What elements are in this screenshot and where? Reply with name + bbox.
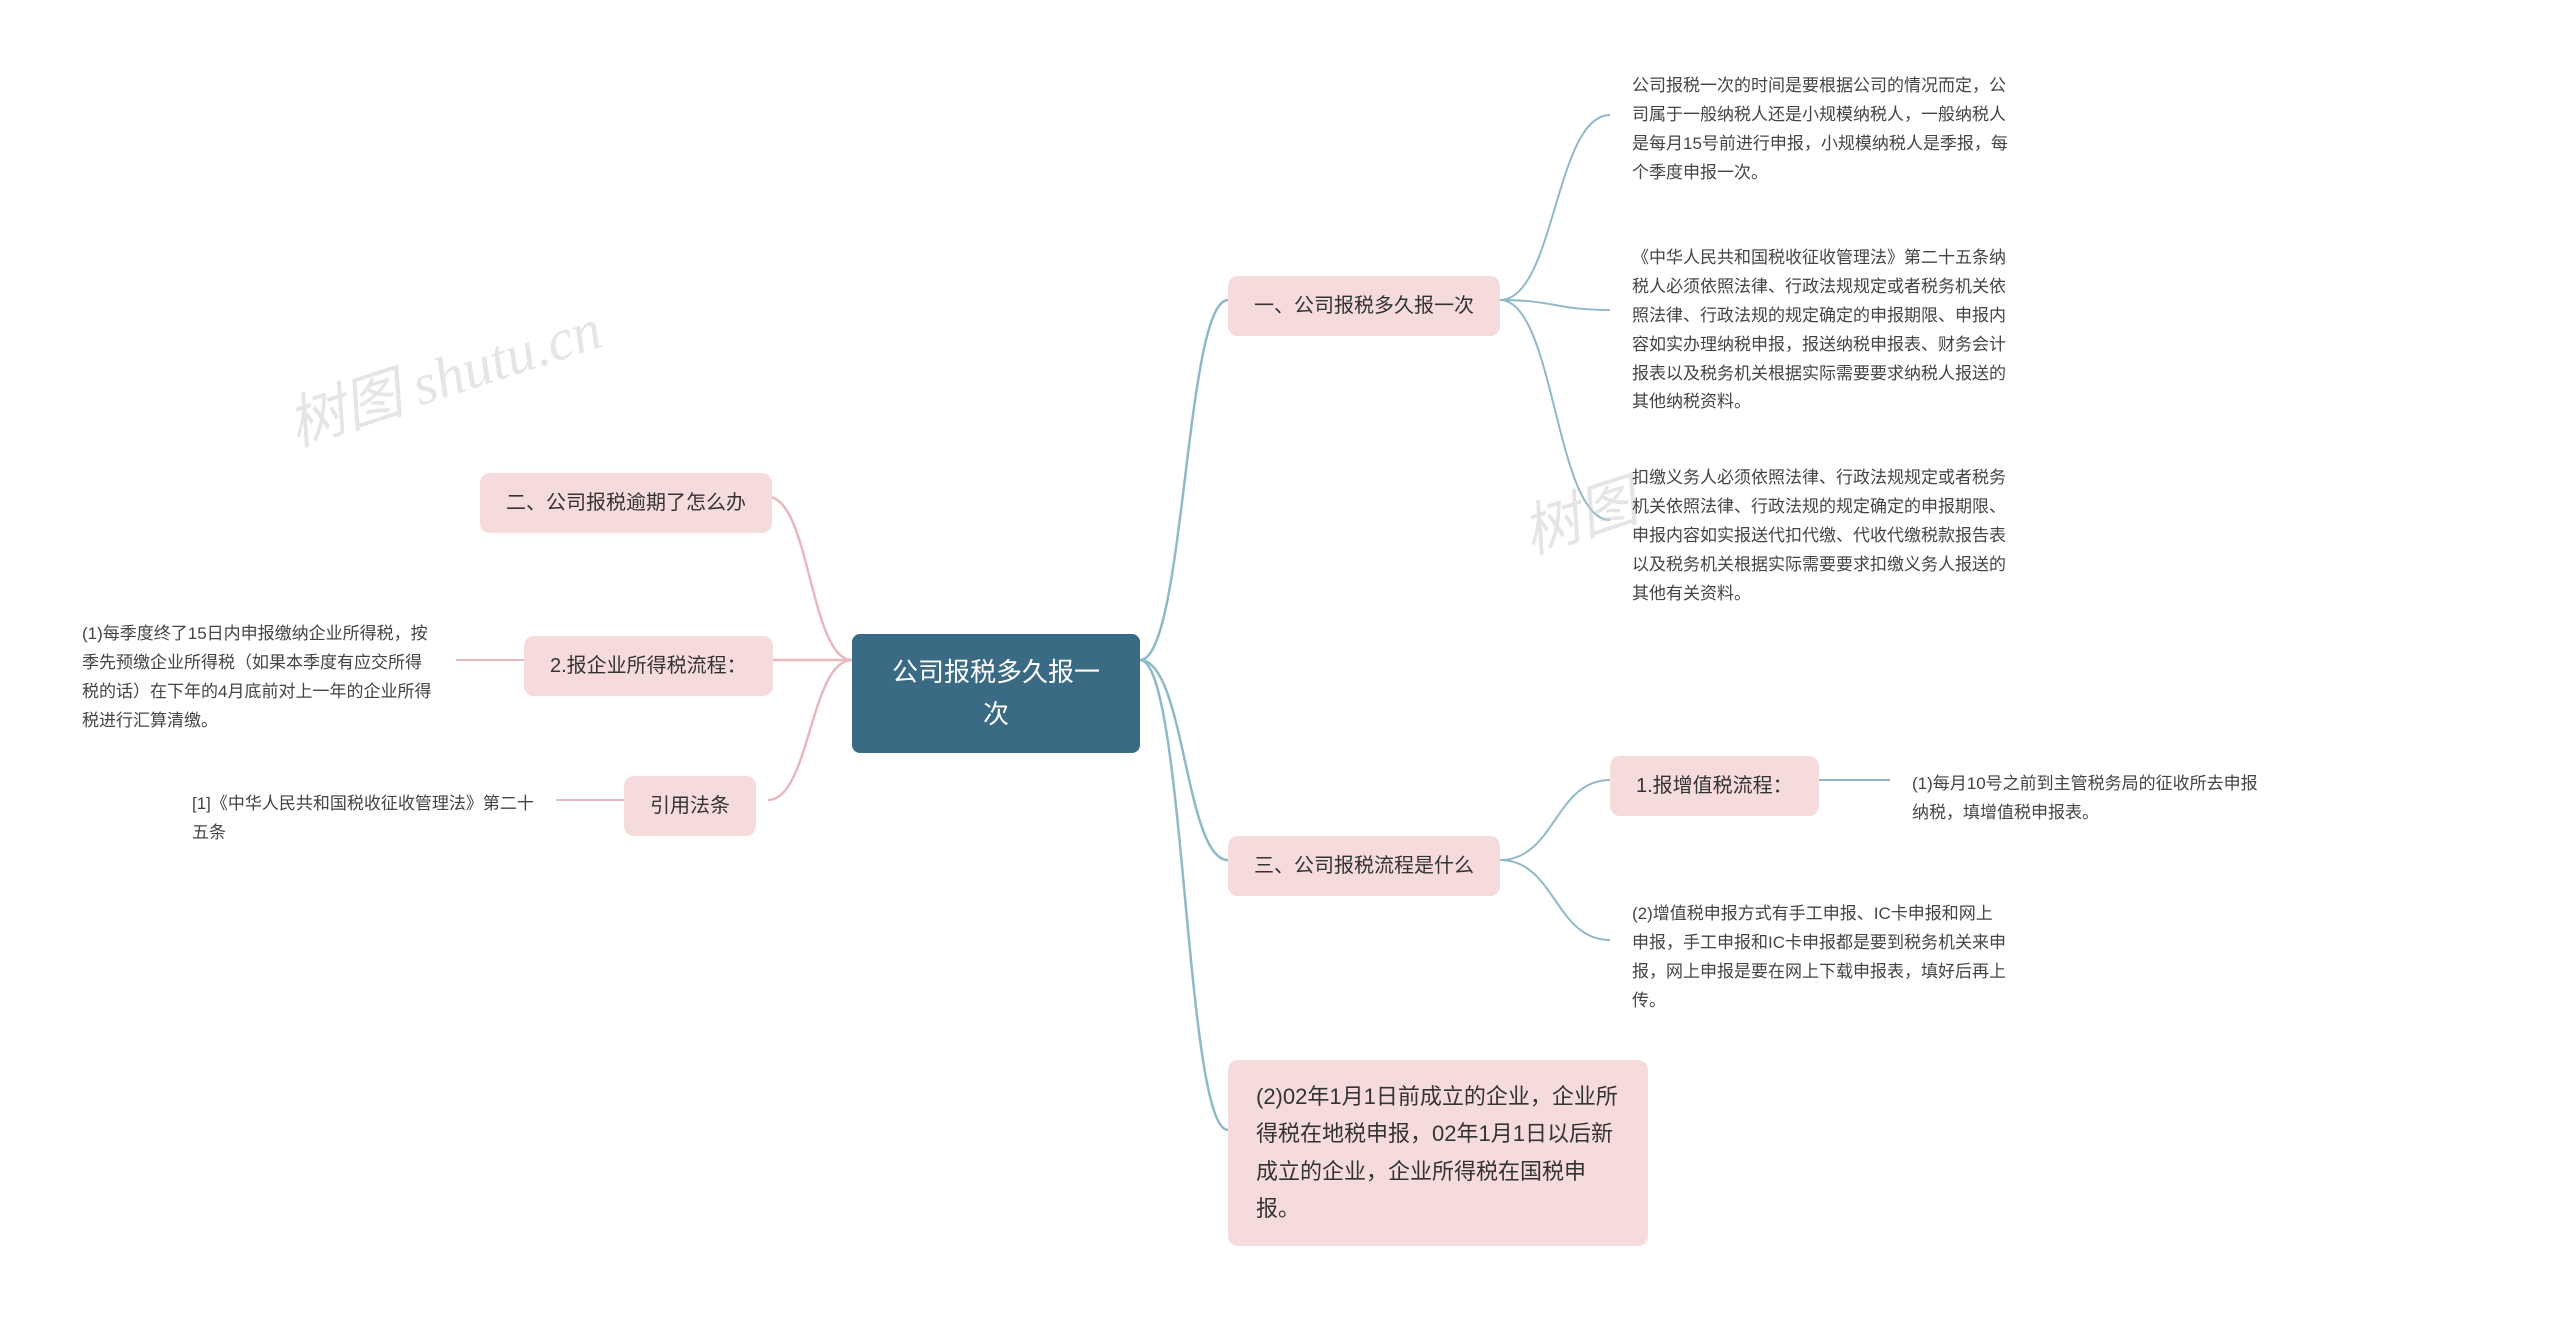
branch-sub-vat: 1.报增值税流程：	[1610, 756, 1819, 816]
leaf-b1-3: 扣缴义务人必须依照法律、行政法规规定或者税务机关依照法律、行政法规的规定确定的申…	[1610, 450, 2030, 622]
branch-section-3: 三、公司报税流程是什么	[1228, 836, 1500, 896]
leaf-vat-2: (2)增值税申报方式有手工申报、IC卡申报和网上申报，手工申报和IC卡申报都是要…	[1610, 886, 2030, 1030]
branch-ref: 引用法条	[624, 776, 756, 836]
watermark-1: 树图 shutu.cn	[275, 282, 610, 462]
leaf-ref-1: [1]《中华人民共和国税收征收管理法》第二十五条	[170, 776, 560, 862]
leaf-b1-1: 公司报税一次的时间是要根据公司的情况而定，公司属于一般纳税人还是小规模纳税人，一…	[1610, 58, 2030, 202]
leaf-b1-2: 《中华人民共和国税收征收管理法》第二十五条纳税人必须依照法律、行政法规规定或者税…	[1610, 230, 2030, 431]
branch-section-1: 一、公司报税多久报一次	[1228, 276, 1500, 336]
branch-extra-2002: (2)02年1月1日前成立的企业，企业所得税在地税申报，02年1月1日以后新成立…	[1228, 1060, 1648, 1246]
leaf-income-1: (1)每季度终了15日内申报缴纳企业所得税，按季先预缴企业所得税（如果本季度有应…	[60, 606, 460, 750]
root-node: 公司报税多久报一次	[852, 634, 1140, 753]
branch-section-2: 二、公司报税逾期了怎么办	[480, 473, 772, 533]
leaf-vat-1: (1)每月10号之前到主管税务局的征收所去申报纳税，填增值税申报表。	[1890, 756, 2290, 842]
branch-sub-income: 2.报企业所得税流程：	[524, 636, 773, 696]
